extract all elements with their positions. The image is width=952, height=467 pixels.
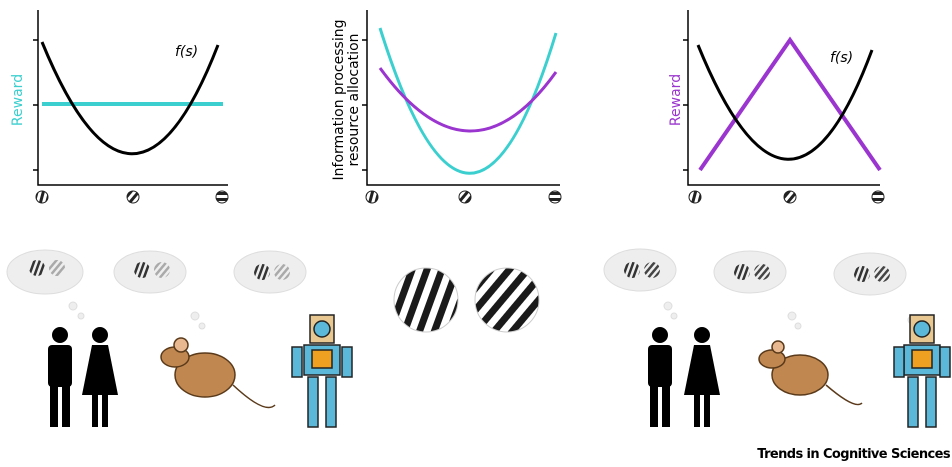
thought-clouds-part-part (29, 260, 45, 276)
thought-clouds-part-part (854, 266, 870, 282)
panel-left-part (36, 191, 48, 203)
thought-clouds-part (604, 249, 677, 319)
mouse-icon-part (161, 338, 275, 408)
journal-credit: Trends in Cognitive Sciences (757, 447, 951, 462)
mouse-icon-part-part (826, 385, 862, 405)
mouse-icon-part-part (233, 385, 275, 408)
robot-icon-part (894, 315, 950, 427)
panel-left-part (216, 191, 228, 203)
panel-middle-part (366, 191, 378, 203)
thought-clouds-part-part (78, 313, 84, 319)
panel-right-part (784, 191, 796, 203)
robot-icon-part-part (342, 347, 352, 377)
y-axis-label: resource allocation (346, 33, 362, 166)
thought-clouds-part-part (69, 302, 77, 310)
mouse-icon (161, 338, 862, 408)
people-icon-part-part (48, 345, 72, 387)
grating-stimuli-part (475, 268, 539, 332)
panel-middle-part (549, 191, 561, 203)
robot-icon-part-part (314, 321, 330, 337)
thought-clouds-part-part (49, 260, 65, 276)
thought-clouds-part (114, 251, 205, 329)
grating-stimuli (394, 268, 539, 332)
people-icon-part-part (648, 345, 672, 387)
people-icon-part-part (92, 327, 108, 343)
robot-icon-part-part (914, 321, 930, 337)
thought-clouds-part-part (788, 312, 796, 320)
robot-icon (292, 315, 950, 427)
thought-clouds-part-part (671, 313, 677, 319)
robot-icon-part-part (926, 377, 936, 427)
people-icon-part (684, 327, 720, 427)
panel-middle: Information processing resource allocati… (331, 10, 561, 203)
people-icon-part-part (92, 393, 98, 427)
robot-icon-part (292, 315, 352, 427)
people-icon-part-part (694, 327, 710, 343)
axes (38, 10, 228, 185)
thought-clouds-part-part (874, 266, 890, 282)
thought-clouds-part-part (274, 264, 290, 280)
robot-icon-part-part (894, 347, 904, 377)
thought-clouds-part (714, 251, 801, 329)
robot-icon-part-part (292, 347, 302, 377)
panel-right: f(s) Reward (668, 10, 884, 203)
thought-clouds-part-part (644, 262, 660, 278)
thought-clouds-part-part (624, 262, 640, 278)
people-icon (48, 327, 720, 427)
people-icon-part-part (52, 327, 68, 343)
robot-icon-part-part (308, 377, 318, 427)
thought-clouds-part-part (134, 262, 150, 278)
purple-curve (380, 68, 556, 131)
thought-clouds-part-part (734, 264, 750, 280)
grating-stimuli-part (394, 268, 458, 332)
people-icon-part-part (652, 327, 668, 343)
thought-clouds-part-part (7, 250, 83, 294)
y-axis-label: Information processing (331, 20, 347, 181)
people-icon-part-part (684, 345, 720, 395)
robot-icon-part-part (912, 350, 932, 368)
people-icon-part (82, 327, 118, 427)
thought-clouds-part-part (191, 312, 199, 320)
panel-right-part (689, 191, 701, 203)
robot-icon-part-part (908, 377, 918, 427)
thought-clouds (7, 249, 923, 333)
curve-label: f(s) (175, 44, 198, 60)
mouse-icon-part-part (174, 338, 188, 352)
figure: f(s) Reward Information processing resou… (0, 0, 952, 467)
panel-right-part (872, 191, 884, 203)
thought-clouds-part (7, 250, 84, 319)
robot-icon-part-part (326, 377, 336, 427)
thought-clouds-part-part (154, 262, 170, 278)
people-icon-part-part (650, 385, 658, 427)
people-icon-part-part (102, 393, 108, 427)
panel-left-part (127, 191, 139, 203)
people-icon-part (648, 327, 672, 427)
thought-clouds-part-part (664, 302, 672, 310)
robot-icon-part-part (312, 350, 332, 368)
y-axis-label: Reward (10, 74, 26, 126)
people-icon-part-part (50, 385, 58, 427)
mouse-icon-part-part (772, 341, 784, 353)
robot-icon-part-part (940, 347, 950, 377)
people-icon-part (48, 327, 72, 427)
thought-clouds-part-part (114, 251, 186, 293)
thought-clouds-part-part (199, 323, 205, 329)
people-icon-part-part (694, 393, 700, 427)
y-axis-label: Reward (668, 74, 684, 126)
people-icon-part-part (662, 385, 670, 427)
axes (367, 10, 560, 185)
thought-clouds-part-part (795, 323, 801, 329)
people-icon-part-part (704, 393, 710, 427)
curve-label: f(s) (830, 50, 853, 66)
people-icon-part-part (82, 345, 118, 395)
panel-left: f(s) Reward (10, 10, 228, 203)
thought-clouds-part-part (754, 264, 770, 280)
people-icon-part-part (62, 385, 70, 427)
thought-clouds-part-part (254, 264, 270, 280)
panel-middle-part (459, 191, 471, 203)
mouse-icon-part (759, 341, 862, 405)
